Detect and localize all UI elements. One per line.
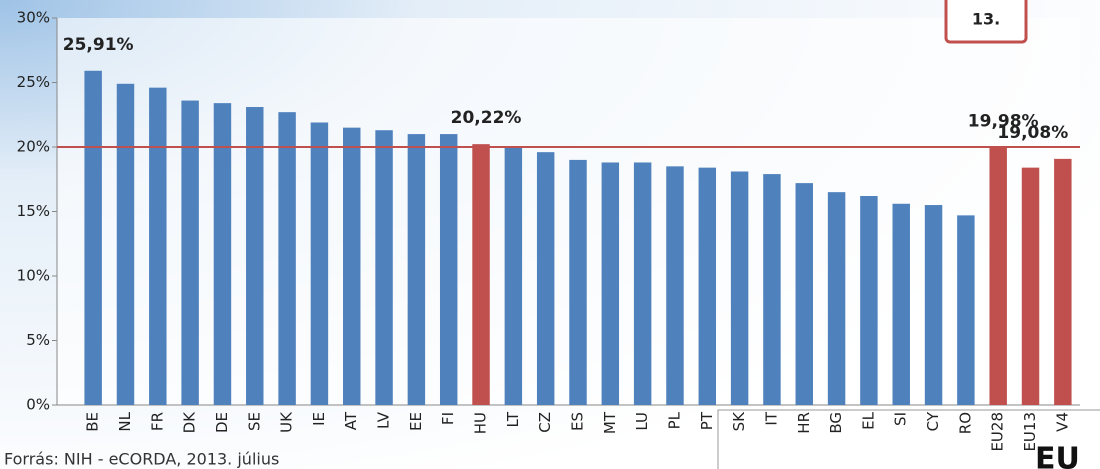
bar (666, 166, 684, 405)
x-tick-label: DK (181, 411, 199, 434)
value-label: 19,08% (997, 123, 1068, 143)
bar (536, 152, 555, 405)
bar (957, 215, 975, 405)
bar (989, 147, 1007, 405)
x-tick-label: MT (601, 411, 619, 434)
bar (730, 171, 749, 405)
x-tick-label: V4 (1053, 412, 1071, 432)
x-tick-label: SE (245, 412, 263, 431)
x-tick-label: HR (795, 412, 813, 434)
x-tick-label: ES (569, 412, 587, 431)
x-tick-label: LV (375, 411, 393, 429)
corner-label: EU (1035, 442, 1080, 469)
x-tick-label: CZ (536, 412, 554, 433)
x-tick-label: EU13 (1021, 412, 1039, 452)
bar (1021, 167, 1040, 405)
x-tick-label: BG (827, 412, 845, 434)
x-tick-label: LU (633, 412, 651, 431)
value-label: 20,22% (451, 108, 522, 128)
x-tick-label: PT (698, 411, 716, 430)
x-tick-label: NL (116, 411, 134, 431)
bar (278, 112, 296, 406)
bar (763, 174, 781, 405)
bar (343, 127, 361, 406)
bar (1054, 158, 1072, 405)
bar (149, 87, 167, 405)
bar (246, 107, 264, 405)
source: Forrás: NIH - eCORDA, 2013. július (4, 450, 279, 469)
bar (892, 203, 910, 405)
y-tick-label: 30% (17, 9, 50, 27)
x-tick-label: EE (407, 412, 425, 431)
value-label: 25,91% (63, 35, 134, 55)
bar (924, 205, 943, 405)
y-tick-label: 20% (17, 138, 50, 156)
bar (439, 134, 458, 405)
x-tick-label: AT (342, 411, 360, 430)
corner-box (717, 409, 1100, 469)
bar (795, 183, 813, 405)
bar (213, 103, 232, 405)
x-tick-label: FI (439, 412, 457, 425)
y-tick-label: 25% (17, 73, 50, 91)
value-label: 19,98% (968, 111, 1039, 131)
x-tick-label: DE (213, 412, 231, 433)
bar (601, 162, 620, 405)
x-tick-label: IE (310, 412, 328, 426)
bar (698, 167, 717, 405)
bar (472, 144, 490, 406)
x-tick-label: IT (762, 411, 780, 425)
bar (181, 100, 199, 405)
y-tick-label: 15% (17, 202, 50, 220)
y-tick-label: 10% (17, 267, 50, 285)
bar (375, 130, 393, 406)
x-tick-label: SI (892, 412, 910, 426)
y-tick-label: 0% (26, 396, 50, 414)
bar (116, 83, 135, 405)
bar (84, 70, 102, 406)
x-tick-label: EL (859, 411, 877, 429)
y-tick-label: 5% (26, 331, 50, 349)
bar (860, 196, 878, 405)
x-tick-label: LT (504, 411, 522, 427)
x-tick-label: HU (472, 412, 490, 434)
bar (827, 192, 846, 405)
x-tick-label: EU28 (989, 412, 1007, 452)
x-tick-label: RO (956, 412, 974, 434)
x-tick-label: FR (148, 412, 166, 431)
bar (569, 159, 587, 405)
x-tick-label: SK (730, 411, 748, 432)
bar (504, 147, 523, 405)
x-tick-label: BE (84, 412, 102, 432)
bar (633, 162, 652, 405)
x-tick-label: UK (278, 411, 296, 433)
bar (407, 134, 426, 405)
callout-box (944, 0, 1028, 44)
callout: 13. (972, 10, 1000, 29)
x-tick-label: CY (924, 411, 942, 431)
x-tick-label: PL (665, 411, 683, 429)
bar (310, 122, 329, 406)
